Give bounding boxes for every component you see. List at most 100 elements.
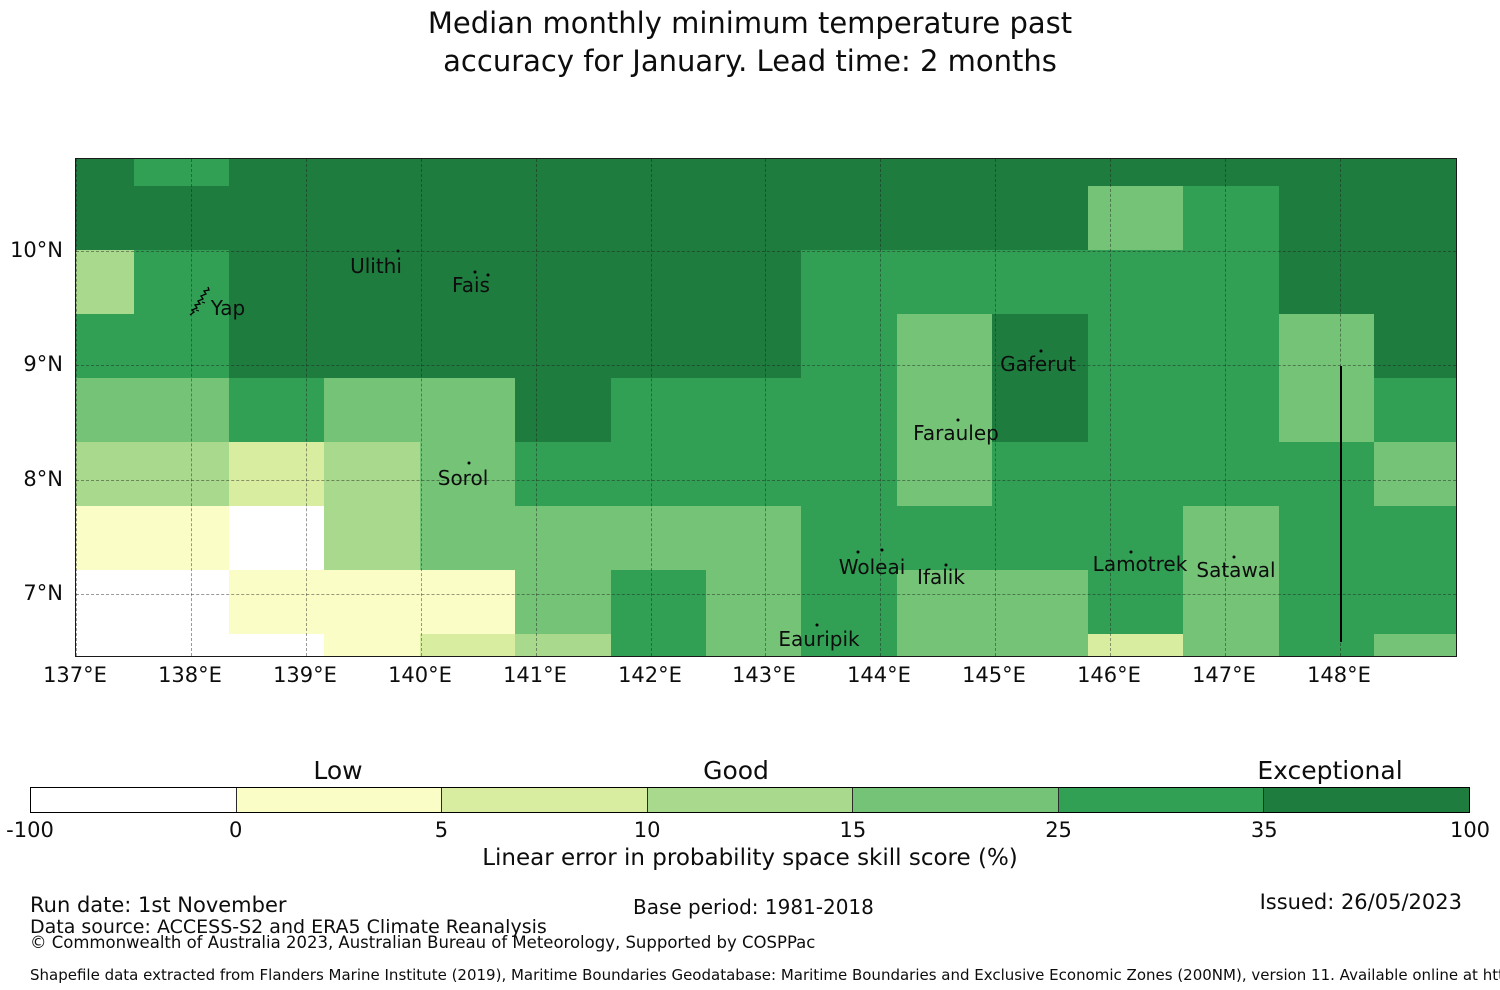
island-marker-dot [1039,349,1043,353]
heatmap-cell [611,442,706,506]
heatmap-cell [801,378,897,442]
heatmap-cell [1183,250,1279,314]
island-label-ifalik: Ifalik [917,565,965,589]
heatmap-cell [1088,186,1183,250]
colorbar-tick-label: -100 [6,818,54,842]
heatmap-cell [897,506,992,570]
x-axis-tick-label: 137°E [43,663,107,687]
heatmap-cell [515,186,611,250]
heatmap-cell [324,634,420,656]
longitude-gridline [880,159,881,656]
x-axis-tick-label: 138°E [158,663,222,687]
island-marker-dot [396,249,400,253]
heatmap-cell [515,378,611,442]
longitude-gridline [421,159,422,656]
colorbar-caption: Linear error in probability space skill … [482,845,1018,871]
island-label-gaferut: Gaferut [1000,352,1076,376]
heatmap-cell [1374,378,1456,442]
y-axis-tick-label: 7°N [23,581,63,605]
heatmap-cell [706,378,801,442]
island-label-woleai: Woleai [838,555,906,579]
x-axis-tick-label: 139°E [273,663,337,687]
island-marker-dot [880,548,884,552]
heatmap-cell [76,378,134,442]
footer-issued-date: Issued: 26/05/2023 [1259,890,1462,914]
longitude-gridline [536,159,537,656]
heatmap-cell [992,314,1088,378]
eez-boundary-line [1340,366,1342,642]
heatmap-cell [134,506,229,570]
heatmap-cell [324,159,420,186]
heatmap-cell [134,634,229,656]
longitude-gridline [76,159,77,656]
colorbar-label-exceptional: Exceptional [1257,756,1403,785]
y-axis-tick-label: 10°N [10,238,63,262]
heatmap-cell [420,506,515,570]
colorbar-segment [1263,788,1470,812]
heatmap-cell [1183,442,1279,506]
x-axis-tick-label: 145°E [962,663,1026,687]
chart-title-line-1: Median monthly minimum temperature past [427,6,1073,40]
heatmap-cell [229,570,324,634]
colorbar-segment [646,788,853,812]
map-plot: Yap Ulithi Fais Sorol Gaferut Faraulep Woleai I… [75,158,1457,657]
heatmap-cell [897,378,992,442]
heatmap-cell [134,570,229,634]
heatmap-cell [801,442,897,506]
heatmap-cell [992,442,1088,506]
y-axis-tick-label: 9°N [23,352,63,376]
latitude-gridline [76,365,1456,366]
footer-data-source: Data source: ACCESS-S2 and ERA5 Climate … [30,916,547,938]
heatmap-cell [897,314,992,378]
heatmap-cell [992,570,1088,634]
heatmap-cell [801,634,897,656]
heatmap-cell [229,314,324,378]
heatmap-cell [229,159,324,186]
heatmap-cell [992,250,1088,314]
heatmap-cell [420,570,515,634]
heatmap-cell [420,442,515,506]
island-marker-dot [486,273,490,277]
heatmap-cell [706,634,801,656]
chart-title-line-2: accuracy for January. Lead time: 2 month… [443,44,1057,78]
island-label-eauripik: Eauripik [778,627,860,651]
heatmap-cell [1183,159,1279,186]
island-marker-dot [473,270,477,274]
heatmap-cell [897,250,992,314]
heatmap-cell [801,506,897,570]
heatmap-cell [897,570,992,634]
island-marker-dot [956,418,960,422]
longitude-gridline [765,159,766,656]
heatmap-cell [515,506,611,570]
heatmap-cell [801,314,897,378]
heatmap-cell [992,159,1088,186]
heatmap-cell [1279,570,1374,634]
island-label-yap: Yap [210,296,246,320]
island-label-fais: Fais [452,273,490,297]
x-axis-tick-label: 143°E [732,663,796,687]
island-marker-dot [1129,550,1133,554]
island-marker-dot [815,623,819,627]
longitude-gridline [651,159,652,656]
footer-base-period: Base period: 1981-2018 [633,895,874,919]
heatmap-cell [611,634,706,656]
heatmap-cell [324,378,420,442]
y-axis-tick-label: 8°N [23,467,63,491]
heatmap-cell [706,250,801,314]
heatmap-cell [324,442,420,506]
longitude-gridline [995,159,996,656]
heatmap-cell [76,506,134,570]
heatmap-cell [1279,314,1374,378]
island-label-sorol: Sorol [437,466,489,490]
heatmap-cell [611,314,706,378]
heatmap-cell [1183,378,1279,442]
heatmap-cell [76,186,134,250]
island-marker-dot [467,461,471,465]
heatmap-cell [1279,378,1374,442]
heatmap-cell [324,186,420,250]
colorbar-segment [235,788,442,812]
heatmap-cell [1279,442,1374,506]
heatmap-cell [611,506,706,570]
colorbar-tick-label: 0 [229,818,243,842]
heatmap-cell [801,186,897,250]
